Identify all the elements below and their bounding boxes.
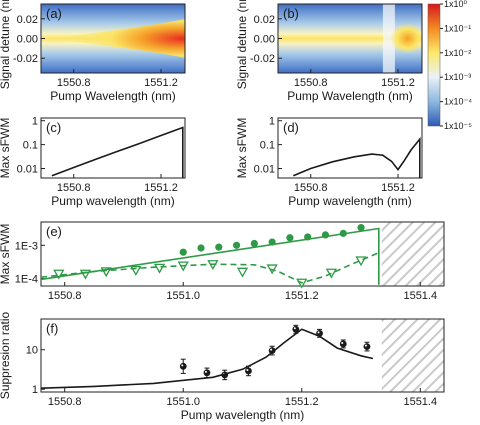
data-point-highlight-f xyxy=(270,348,273,351)
x-tick-label-f: 1551.2 xyxy=(285,396,319,408)
y-axis-label-a: Signal detune (nm) xyxy=(0,0,12,89)
x-tick-label-b: 1551.2 xyxy=(381,77,415,89)
hatched-region-e xyxy=(381,222,444,286)
data-point-filled-e xyxy=(197,244,205,252)
data-point-highlight-f xyxy=(317,331,320,334)
data-point-open-e xyxy=(325,268,338,279)
data-point-filled-e xyxy=(357,223,365,232)
data-point-filled-e xyxy=(286,234,294,242)
plot-frame-d xyxy=(277,117,423,179)
heatmap-hot-spot-b xyxy=(390,23,422,54)
y-tick-label-e: 1E-3 xyxy=(15,240,38,252)
x-axis-label-f: Pump wavelength (nm) xyxy=(181,408,304,422)
hatched-region-f xyxy=(381,319,444,392)
y-tick-label-d: 0.01 xyxy=(254,163,275,175)
y-tick-label-b: 0.00 xyxy=(254,34,275,46)
data-point-f xyxy=(363,343,371,350)
plot-frame-e xyxy=(40,221,445,287)
x-tick-label-e: 1550.8 xyxy=(48,290,82,302)
plot-frame-f xyxy=(40,318,445,393)
x-tick-label-d: 1550.8 xyxy=(294,182,328,194)
y-tick-label-f: 10 xyxy=(26,345,38,357)
data-point-open-e xyxy=(236,267,249,278)
data-point-f xyxy=(203,369,211,377)
y-tick-label-f: 1 xyxy=(32,384,38,396)
x-axis-label-b: Pump Wavelength (nm) xyxy=(287,89,413,103)
x-tick-label-e: 1551.4 xyxy=(403,290,437,302)
y-tick-label-b: 0.02 xyxy=(254,14,275,26)
data-point-filled-e xyxy=(250,239,258,248)
panel-label-b: (b) xyxy=(283,6,299,21)
heatmap-b xyxy=(278,4,422,73)
series-line-e-3 xyxy=(40,251,380,284)
y-tick-label-d: 0.1 xyxy=(260,140,275,152)
series-line-e-2 xyxy=(40,227,380,285)
x-axis-label-d: Pump wavelength (nm) xyxy=(288,194,411,208)
panel-label-e: (e) xyxy=(46,224,62,239)
series-line-f-1 xyxy=(40,328,374,389)
data-point-f xyxy=(179,362,187,370)
colorbar-tick-label: 1x10⁰ xyxy=(444,0,468,9)
x-axis-label-a: Pump Wavelength (nm) xyxy=(50,89,176,103)
panel-label-f: (f) xyxy=(46,321,58,336)
x-axis-label-c: Pump wavelength (nm) xyxy=(51,194,174,208)
x-tick-label-b: 1550.8 xyxy=(294,77,328,89)
colorbar-tick-label: 1x10⁻² xyxy=(444,48,471,58)
x-tick-label-c: 1551.2 xyxy=(144,182,178,194)
y-axis-label-c: Max sFWM xyxy=(0,118,12,179)
colorbar xyxy=(427,3,441,127)
y-tick-label-a: 0.00 xyxy=(17,34,38,46)
data-point-highlight-f xyxy=(293,327,296,330)
x-tick-label-a: 1550.8 xyxy=(57,77,91,89)
plot-frame-c xyxy=(40,117,186,179)
data-point-highlight-f xyxy=(246,368,249,371)
x-tick-label-a: 1551.2 xyxy=(144,77,178,89)
x-tick-label-f: 1550.8 xyxy=(48,396,82,408)
data-point-highlight-f xyxy=(341,341,344,344)
x-tick-label-c: 1550.8 xyxy=(57,182,91,194)
data-point-f xyxy=(245,367,252,375)
data-point-highlight-f xyxy=(204,370,207,373)
x-tick-label-f: 1551.0 xyxy=(166,396,200,408)
y-axis-label-f: Suppresion ratio xyxy=(0,311,12,399)
y-tick-label-a: 0.02 xyxy=(17,14,38,26)
y-tick-label-a: -0.02 xyxy=(13,53,38,65)
x-tick-label-d: 1551.2 xyxy=(381,182,415,194)
y-tick-label-b: -0.02 xyxy=(250,53,275,65)
x-tick-label-e: 1551.2 xyxy=(285,290,319,302)
y-tick-label-e: 1E-4 xyxy=(15,274,38,286)
heatmap-dip-b xyxy=(382,4,395,73)
data-point-open-e xyxy=(153,263,166,274)
colorbar-tick-label: 1x10⁻³ xyxy=(444,72,471,82)
data-point-highlight-f xyxy=(181,364,184,367)
colorbar-tick-label: 1x10⁻¹ xyxy=(444,23,471,33)
panel-label-c: (c) xyxy=(46,120,61,135)
y-axis-label-b: Signal detune (nm) xyxy=(235,0,249,89)
colorbar-tick-label: 1x10⁻⁵ xyxy=(444,121,472,131)
x-tick-label-e: 1551.0 xyxy=(166,290,200,302)
heatmap-hot-band-a xyxy=(41,19,185,58)
y-tick-label-c: 0.1 xyxy=(23,140,38,152)
data-point-f xyxy=(339,340,347,348)
data-point-highlight-f xyxy=(364,344,367,347)
y-tick-label-c: 1 xyxy=(32,116,38,128)
series-line-d xyxy=(292,136,421,178)
data-point-filled-e xyxy=(179,248,187,256)
x-tick-label-f: 1551.4 xyxy=(403,396,437,408)
y-tick-label-c: 0.01 xyxy=(17,163,38,175)
y-tick-label-d: 1 xyxy=(269,116,275,128)
heatmap-a xyxy=(41,4,185,73)
data-point-filled-e xyxy=(232,241,241,249)
y-axis-label-d: Max sFWM xyxy=(235,118,249,179)
panel-label-a: (a) xyxy=(46,6,62,21)
panel-label-d: (d) xyxy=(283,120,299,135)
colorbar-tick-label: 1x10⁻⁴ xyxy=(444,97,472,107)
series-line-c xyxy=(51,126,184,178)
data-point-filled-e xyxy=(215,243,223,251)
y-axis-label-e: Max sFWM xyxy=(0,224,12,285)
